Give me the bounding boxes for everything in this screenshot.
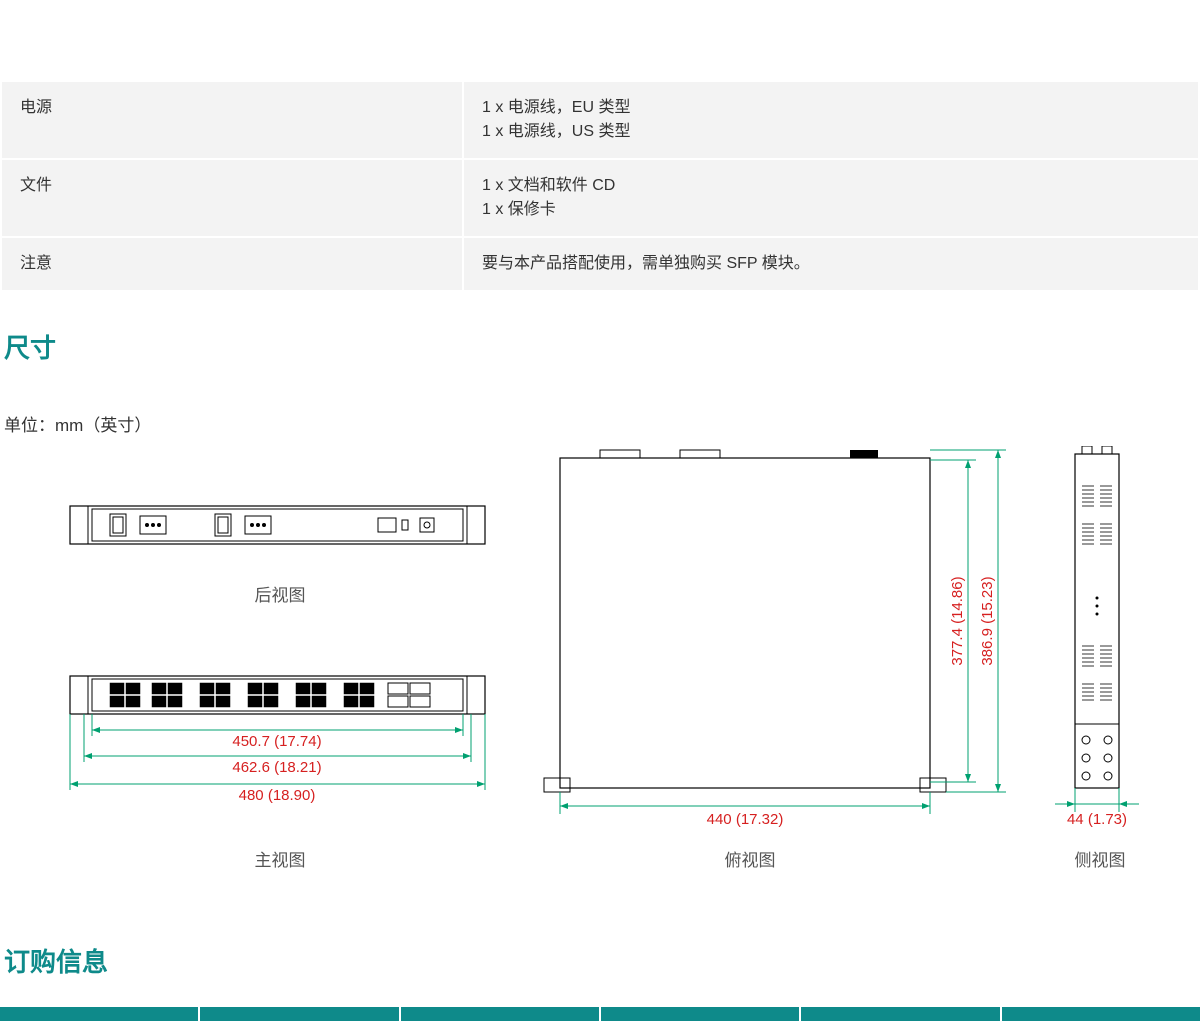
section-ordering-title: 订购信息	[0, 942, 1200, 979]
dim-4626: 462.6 (18.21)	[232, 759, 321, 776]
dim-3774: 377.4 (14.86)	[949, 576, 966, 665]
spec-row-value: 1 x 电源线，EU 类型1 x 电源线，US 类型	[464, 82, 1198, 158]
spec-row-label: 文件	[2, 160, 462, 236]
spec-table: 电源1 x 电源线，EU 类型1 x 电源线，US 类型文件1 x 文档和软件 …	[0, 80, 1200, 292]
dim-480: 480 (18.90)	[239, 787, 316, 804]
side-view-drawing: 44 (1.73)	[1055, 446, 1139, 828]
spec-row-label: 电源	[2, 82, 462, 158]
caption-front: 主视图	[240, 846, 320, 871]
rear-view-drawing	[70, 506, 485, 544]
caption-rear: 后视图	[240, 581, 320, 606]
front-view-drawing: 450.7 (17.74) 462.6 (18.21) 480 (18.90)	[70, 676, 485, 804]
top-view-drawing: 440 (17.32) 377.4 (14.86) 386.9 (15.23)	[544, 450, 1006, 828]
spec-row-value: 要与本产品搭配使用，需单独购买 SFP 模块。	[464, 238, 1198, 290]
spec-row-label: 注意	[2, 238, 462, 290]
spec-row-value: 1 x 文档和软件 CD1 x 保修卡	[464, 160, 1198, 236]
diagram-area: 450.7 (17.74) 462.6 (18.21) 480 (18.90) …	[0, 446, 1200, 906]
dim-3869: 386.9 (15.23)	[979, 576, 996, 665]
unit-note: 单位：mm（英寸）	[4, 411, 1200, 436]
dim-440: 440 (17.32)	[707, 811, 784, 828]
caption-top: 俯视图	[710, 846, 790, 871]
caption-side: 侧视图	[1060, 846, 1140, 871]
section-dimensions-title: 尺寸	[0, 328, 1200, 365]
order-table-header	[0, 1007, 1200, 1021]
dim-4507: 450.7 (17.74)	[232, 733, 321, 750]
dim-44: 44 (1.73)	[1067, 811, 1127, 828]
